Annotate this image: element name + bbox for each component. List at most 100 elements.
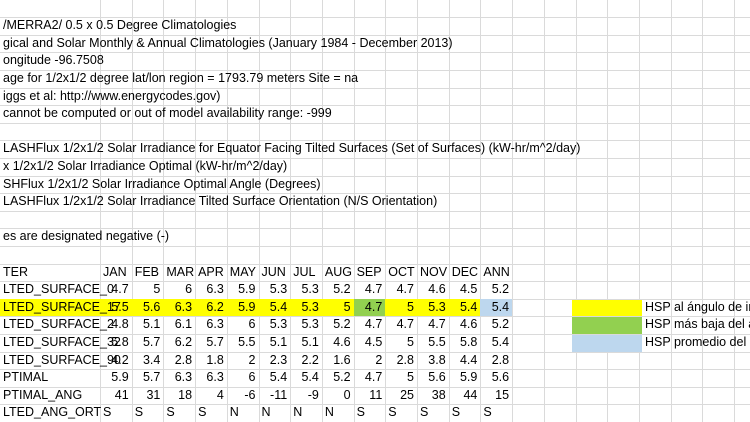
data-cell: N — [261, 405, 271, 420]
grid-line — [163, 0, 165, 422]
data-cell: 6.3 — [206, 317, 224, 332]
column-header: AUG — [324, 264, 352, 279]
data-cell: 5.4 — [301, 370, 319, 385]
note-text: x 1/2x1/2 Solar Irradiance Optimal (kW-h… — [3, 159, 288, 173]
data-cell: S — [166, 405, 175, 420]
grid-line — [0, 369, 750, 371]
data-cell: -6 — [244, 387, 256, 402]
data-cell: N — [293, 405, 303, 420]
grid-line — [0, 87, 750, 89]
data-cell: 5.6 — [428, 370, 446, 385]
grid-line — [0, 175, 750, 177]
data-cell: 2.8 — [491, 352, 510, 367]
data-cell: 5.5 — [111, 299, 129, 314]
data-cell: 5 — [153, 282, 161, 297]
column-header: DEC — [451, 264, 479, 279]
data-cell: 25 — [400, 387, 414, 402]
data-cell: 4.8 — [111, 317, 129, 332]
data-cell: 4.7 — [111, 282, 129, 297]
data-cell: S — [134, 405, 144, 420]
data-cell: S — [483, 405, 492, 420]
grid-line — [195, 0, 197, 422]
data-cell: S — [388, 405, 397, 420]
data-cell: 5.7 — [142, 370, 161, 385]
data-cell: N — [324, 405, 334, 420]
data-cell: 5.4 — [269, 299, 288, 314]
data-cell: S — [198, 405, 207, 420]
data-cell: 31 — [146, 387, 161, 402]
data-cell: S — [103, 405, 112, 420]
grid-line — [670, 0, 672, 422]
data-cell: 5.4 — [269, 370, 288, 385]
data-cell: 5.4 — [459, 299, 478, 314]
column-header: MAY — [229, 264, 256, 279]
legend-label: HSP al ángulo de inc — [645, 299, 750, 314]
data-cell: 4.5 — [364, 335, 383, 349]
legend-swatch — [572, 299, 642, 317]
data-cell: 5.1 — [301, 335, 319, 349]
column-header: OCT — [388, 264, 415, 279]
note-text: LASHFlux 1/2x1/2 Solar Irradiance Tilted… — [3, 194, 438, 209]
data-cell: 2.2 — [301, 352, 319, 367]
data-cell: 5.3 — [269, 317, 288, 332]
data-cell: 5.9 — [238, 299, 256, 314]
data-cell: 4.2 — [111, 352, 129, 367]
data-cell: 15 — [495, 387, 510, 402]
data-cell: S — [451, 405, 461, 420]
cell-highlight — [353, 298, 386, 317]
grid-line — [0, 228, 750, 230]
data-cell: 5.7 — [206, 335, 224, 349]
data-cell: 5.1 — [142, 317, 161, 332]
data-cell: 44 — [463, 387, 478, 402]
cell-highlight — [480, 298, 513, 317]
data-cell: 5.2 — [491, 282, 510, 297]
note-text: ongitude -96.7508 — [3, 53, 104, 68]
grid-line — [480, 0, 482, 422]
data-cell: 6.3 — [174, 370, 193, 385]
column-header: JAN — [103, 264, 127, 279]
grid-line — [0, 122, 750, 124]
note-text: LASHFlux 1/2x1/2 Solar Irradiance for Eq… — [3, 141, 581, 156]
data-cell: 1.6 — [333, 352, 351, 367]
data-cell: 4.7 — [364, 282, 383, 297]
data-cell: S — [420, 405, 429, 420]
grid-line — [385, 0, 387, 422]
data-cell: 6.2 — [174, 335, 193, 349]
data-cell: 38 — [431, 387, 446, 402]
column-header: NOV — [420, 264, 448, 279]
note-text: iggs et al: http://www.energycodes.gov) — [3, 88, 221, 103]
grid-line — [0, 193, 750, 195]
grid-line — [0, 386, 750, 388]
data-cell: 4.7 — [396, 282, 414, 297]
column-header: SEP — [356, 264, 382, 279]
grid-line — [353, 0, 355, 422]
data-cell: 6.3 — [206, 370, 224, 385]
grid-line — [0, 210, 750, 212]
data-cell: 3.4 — [142, 352, 161, 367]
column-header: TER — [3, 264, 28, 279]
data-cell: 11 — [369, 387, 383, 402]
data-cell: 6 — [248, 317, 256, 332]
data-cell: 2 — [248, 352, 256, 367]
data-cell: 5.3 — [428, 299, 446, 314]
grid-line — [512, 0, 514, 422]
grid-line — [290, 0, 292, 422]
grid-line — [0, 263, 750, 265]
data-cell: -11 — [270, 387, 288, 402]
grid-line — [702, 0, 704, 422]
legend-label: HSP promedio del a — [645, 335, 750, 349]
column-header: APR — [198, 264, 224, 279]
row-label: PTIMAL — [3, 370, 49, 385]
grid-line — [0, 281, 750, 283]
grid-line — [131, 0, 133, 422]
column-header: JUL — [293, 264, 316, 279]
data-cell: 5.4 — [491, 335, 510, 349]
data-cell: 4.4 — [459, 352, 478, 367]
data-cell: 5.8 — [459, 335, 478, 349]
grid-line — [0, 158, 750, 159]
data-cell: 5.5 — [238, 335, 256, 349]
grid-line — [0, 351, 750, 353]
data-cell: 6.3 — [174, 299, 193, 314]
note-text: es are designated negative (-) — [3, 229, 170, 244]
column-header: JUN — [261, 264, 286, 279]
